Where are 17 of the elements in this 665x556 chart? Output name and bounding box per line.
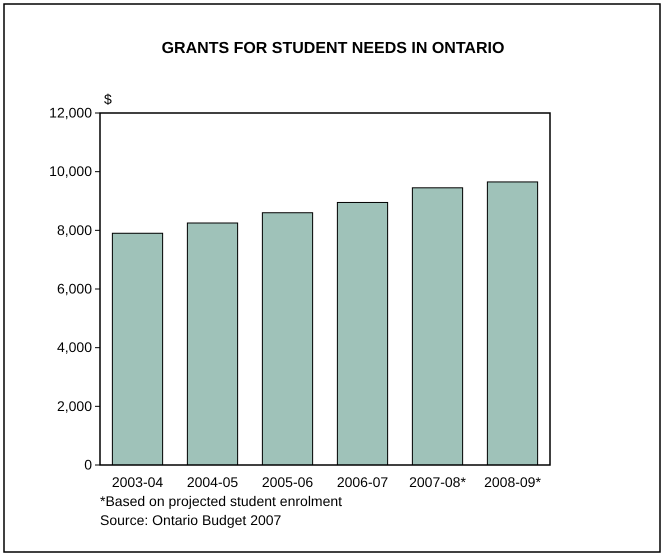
y-tick-label: 10,000 [49,163,92,180]
x-tick-label: 2003-04 [112,474,164,490]
text: *Based on projected student enrolment [100,493,342,509]
chart-title: GRANTS FOR STUDENT NEEDS IN ONTARIO [162,40,504,57]
y-axis-title: $ [104,91,112,107]
x-tick-label: 2008-09* [484,474,542,490]
x-tick-label: 2006-07 [336,474,388,490]
y-tick-label: 8,000 [56,222,92,238]
x-tick-label: 2004-05 [186,474,238,490]
y-tick-label: 2,000 [56,398,92,414]
source-note: Source: Ontario Budget 2007 [100,512,282,528]
y-tick-label: 12,000 [49,104,92,120]
x-tick-label: 2005-06 [262,474,314,490]
y-tick-label: 4,000 [56,339,92,356]
y-tick-label: 0 [84,456,92,472]
y-tick-label: 6,000 [56,280,92,296]
x-tick-label: 2007-08* [409,474,466,490]
